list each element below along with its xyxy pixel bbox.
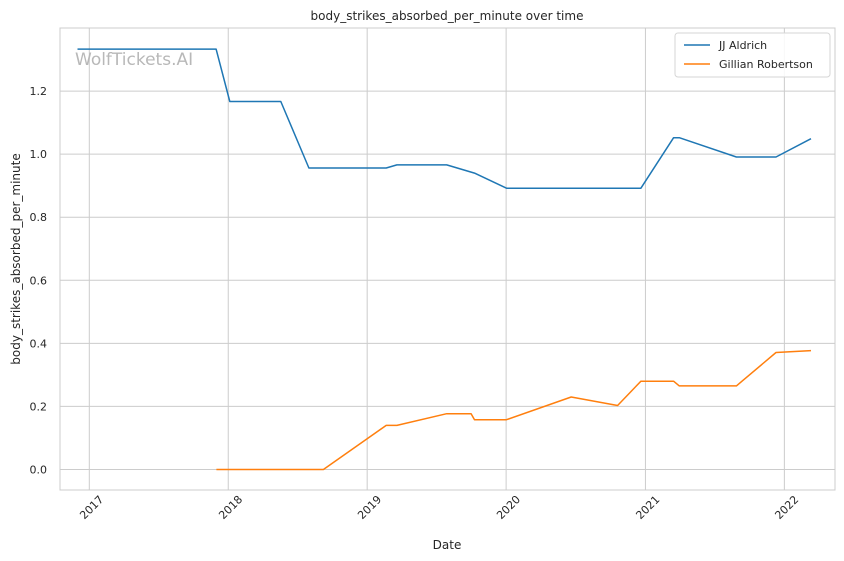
x-tick-label: 2018	[216, 493, 245, 522]
series-lines	[77, 48, 812, 471]
x-tick-label: 2019	[355, 493, 384, 522]
y-axis-label: body_strikes_absorbed_per_minute	[9, 153, 23, 364]
y-tick-label: 0.4	[30, 337, 48, 350]
y-tick-label: 0.2	[30, 400, 48, 413]
y-tick-label: 0.8	[30, 211, 48, 224]
legend: JJ Aldrich Gillian Robertson	[674, 32, 831, 78]
legend-label-jj-aldrich: JJ Aldrich	[718, 39, 767, 52]
x-tick-label: 2021	[633, 493, 662, 522]
x-tick-label: 2022	[772, 493, 801, 522]
y-tick-label: 1.0	[30, 148, 48, 161]
legend-label-gillian-robertson: Gillian Robertson	[719, 58, 813, 71]
series-line-jj-aldrich	[77, 48, 812, 189]
series-line-gillian-robertson	[216, 349, 812, 471]
legend-box	[674, 32, 831, 78]
y-tick-label: 0.0	[30, 464, 48, 477]
plot-frame	[59, 27, 836, 491]
chart-title: body_strikes_absorbed_per_minute over ti…	[311, 9, 584, 23]
x-axis-label: Date	[433, 538, 462, 552]
y-tick-label: 1.2	[30, 85, 48, 98]
watermark-text: WolfTickets.AI	[75, 50, 193, 70]
x-tick-label: 2020	[494, 493, 523, 522]
x-tick-labels: 2017 2018 2019 2020 2021 2022	[77, 493, 801, 522]
grid-lines	[60, 28, 835, 490]
y-tick-labels: 0.0 0.2 0.4 0.6 0.8 1.0 1.2	[30, 85, 48, 476]
x-tick-label: 2017	[77, 493, 106, 522]
y-tick-label: 0.6	[30, 274, 48, 287]
